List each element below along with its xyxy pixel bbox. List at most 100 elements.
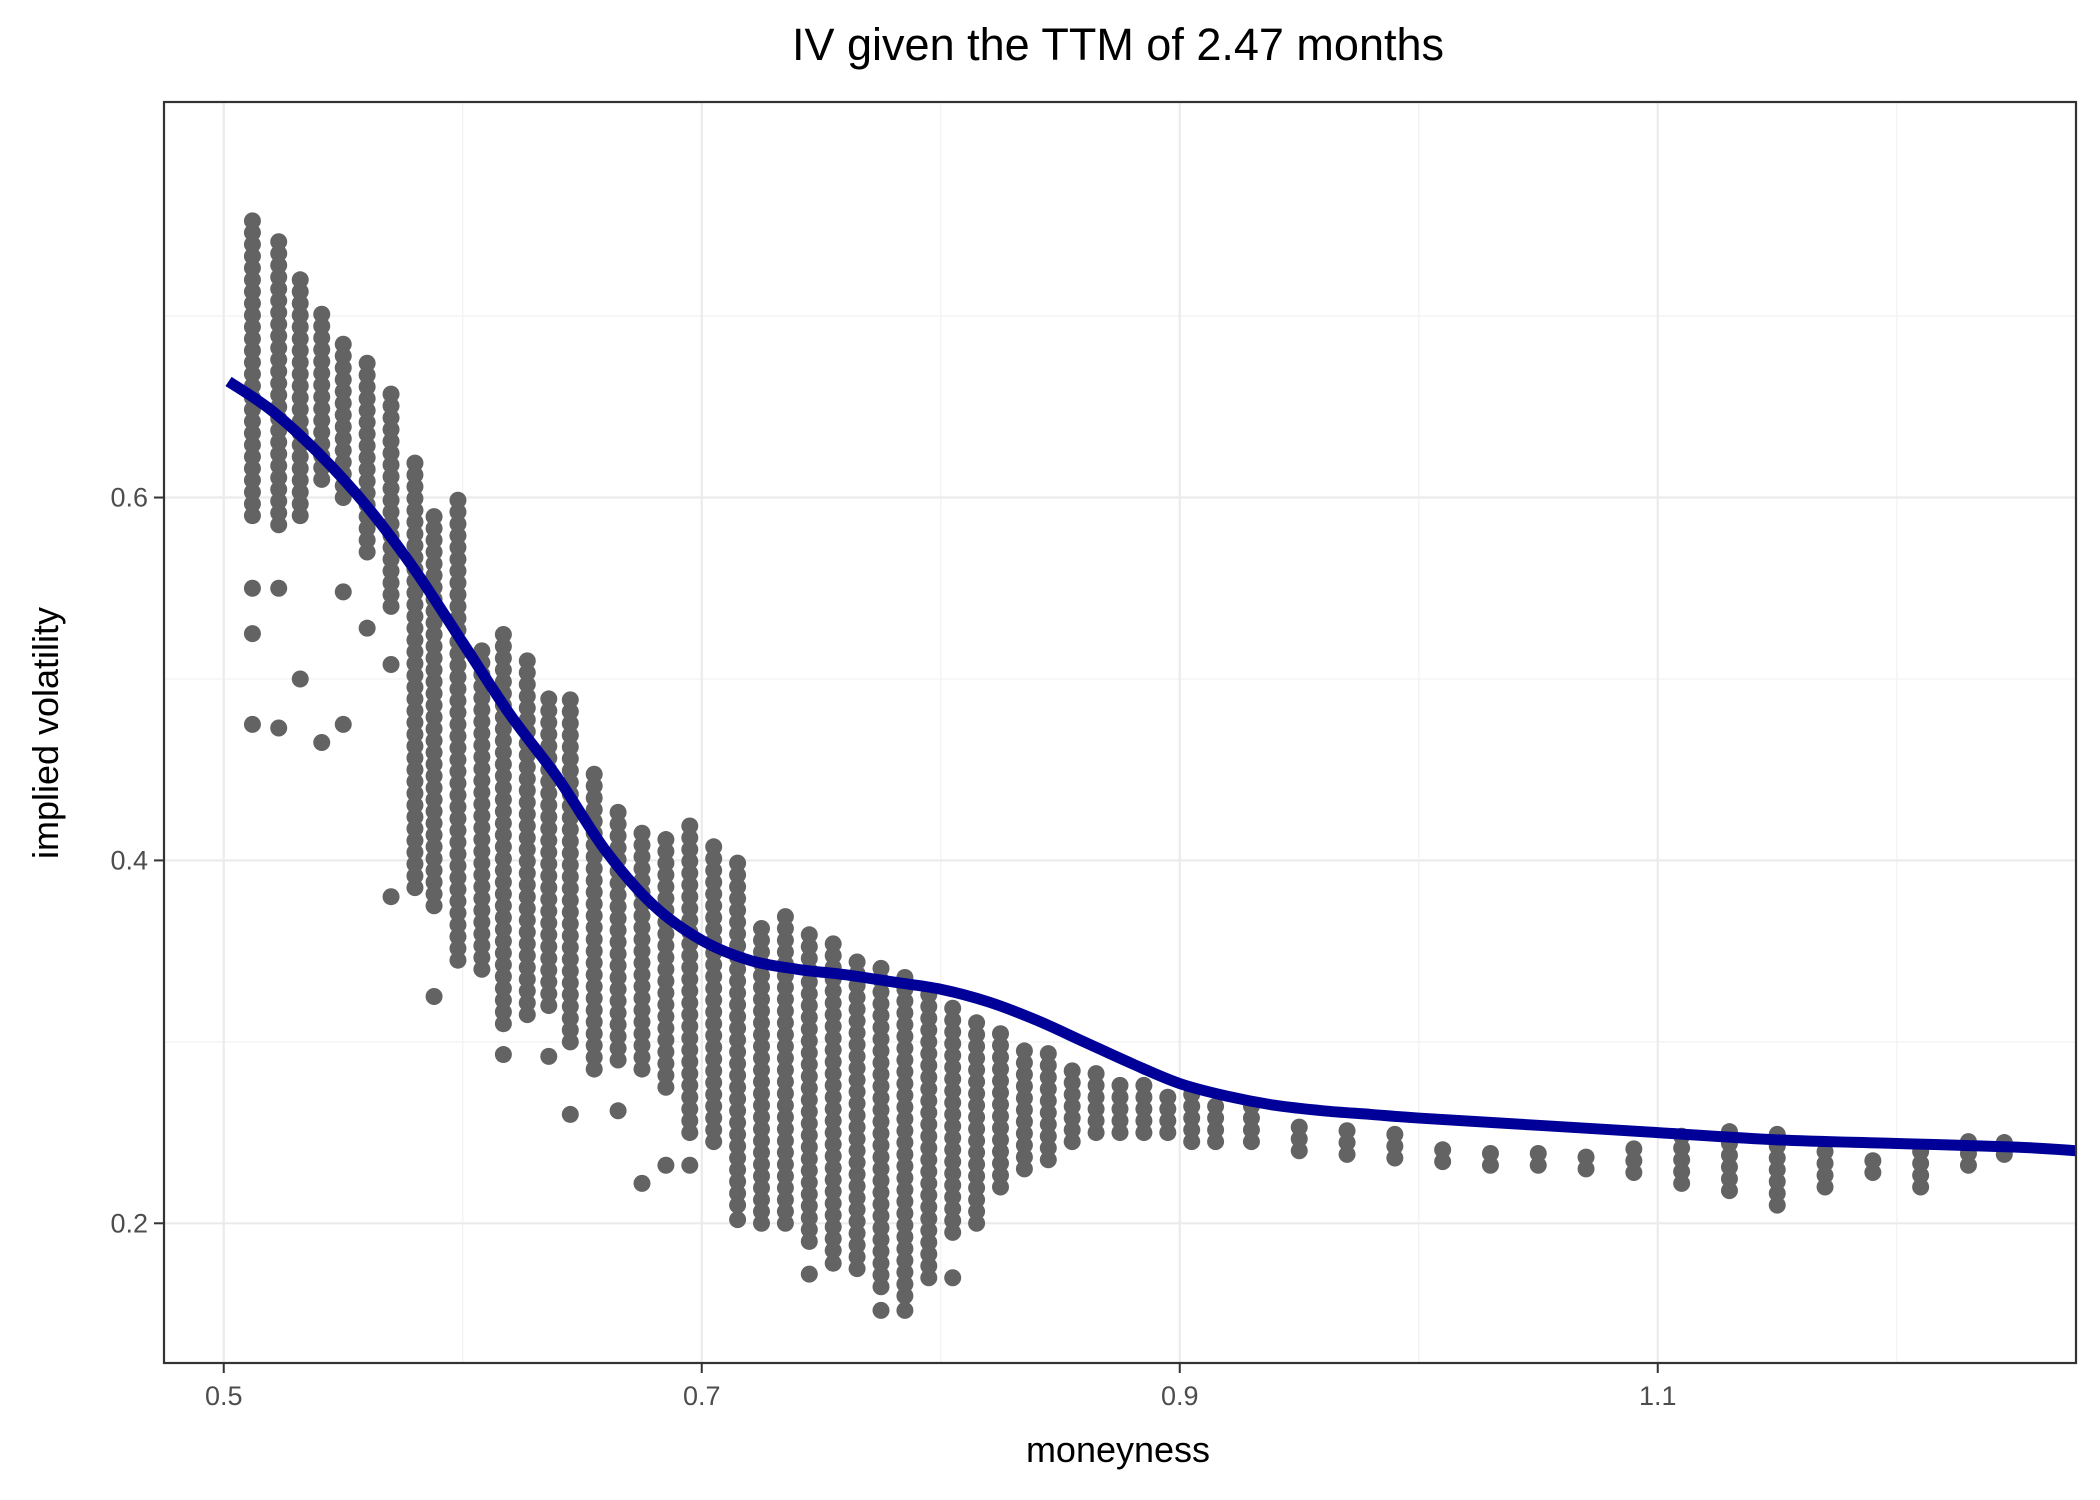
scatter-point: [449, 763, 467, 781]
scatter-point: [406, 466, 424, 484]
scatter-point: [561, 1033, 579, 1051]
scatter-point: [920, 1151, 938, 1169]
scatter-point: [449, 527, 467, 545]
scatter-point: [425, 767, 443, 785]
scatter-point: [406, 784, 424, 802]
scatter-point: [270, 386, 288, 404]
scatter-point: [243, 342, 261, 360]
scatter-point: [633, 989, 651, 1007]
scatter-point: [494, 767, 512, 785]
scatter-point: [449, 951, 467, 969]
scatter-point: [382, 586, 400, 604]
scatter-point: [1720, 1158, 1738, 1176]
scatter-point: [291, 318, 309, 336]
scatter-point: [425, 838, 443, 856]
scatter-point: [1529, 1144, 1547, 1162]
scatter-point: [494, 956, 512, 974]
scatter-point: [243, 247, 261, 265]
scatter-point: [681, 841, 699, 859]
scatter-point: [425, 508, 443, 526]
scatter-point: [494, 897, 512, 915]
scatter-point: [270, 433, 288, 451]
scatter-point: [944, 1035, 962, 1053]
scatter-point: [896, 1051, 914, 1069]
scatter-point: [473, 925, 491, 943]
x-tick-label: 0.9: [1161, 1381, 1199, 1411]
scatter-point: [1159, 1100, 1177, 1118]
scatter-point: [1673, 1174, 1691, 1192]
scatter-point: [449, 715, 467, 733]
scatter-point: [609, 815, 627, 833]
scatter-point: [585, 1036, 603, 1054]
scatter-point: [425, 720, 443, 738]
scatter-point: [896, 1157, 914, 1175]
scatter-point: [800, 926, 818, 944]
scatter-point: [270, 268, 288, 286]
scatter-point: [313, 423, 331, 441]
plot-panel-border: [162, 100, 2078, 1365]
scatter-point: [270, 374, 288, 392]
scatter-point: [776, 1085, 794, 1103]
scatter-point: [473, 783, 491, 801]
scatter-point: [657, 925, 675, 943]
scatter-point: [848, 1036, 866, 1054]
scatter-point: [406, 820, 424, 838]
scatter-point: [473, 772, 491, 790]
scatter-point: [406, 619, 424, 637]
scatter-point: [824, 1029, 842, 1047]
scatter-point: [540, 973, 558, 991]
scatter-point: [705, 909, 723, 927]
scatter-point: [1768, 1161, 1786, 1179]
scatter-point: [243, 471, 261, 489]
scatter-point: [657, 1031, 675, 1049]
scatter-point: [425, 802, 443, 820]
scatter-point: [473, 890, 491, 908]
fit-line-group: [225, 376, 2077, 1157]
scatter-point: [449, 491, 467, 509]
x-axis-ticks: 0.5 0.7 0.9 1.1: [205, 1363, 1677, 1411]
scatter-point: [824, 982, 842, 1000]
scatter-point: [872, 1030, 890, 1048]
scatter-point: [657, 996, 675, 1014]
scatter-point: [449, 810, 467, 828]
scatter-point: [872, 1042, 890, 1060]
scatter-point: [944, 1023, 962, 1041]
scatter-point: [473, 642, 491, 660]
scatter-point: [824, 1112, 842, 1130]
scatter-point: [920, 1021, 938, 1039]
scatter-point: [425, 861, 443, 879]
scatter-point: [449, 751, 467, 769]
scatter-point: [633, 836, 651, 854]
scatter-point: [800, 1126, 818, 1144]
scatter-point: [406, 714, 424, 732]
scatter-point: [1015, 1101, 1033, 1119]
scatter-point: [729, 925, 747, 943]
scatter-point: [291, 507, 309, 525]
scatter-point: [406, 690, 424, 708]
scatter-point: [609, 1102, 627, 1120]
scatter-point: [1386, 1125, 1404, 1143]
scatter-point: [1481, 1144, 1499, 1162]
scatter-point: [425, 814, 443, 832]
x-tick-label: 0.5: [205, 1381, 243, 1411]
y-tick-label: 0.4: [110, 845, 148, 875]
scatter-point: [449, 692, 467, 710]
scatter-point: [729, 854, 747, 872]
scatter-point: [1111, 1088, 1129, 1106]
scatter-point: [896, 1004, 914, 1022]
scatter-point: [1338, 1134, 1356, 1152]
scatter-point: [729, 1173, 747, 1191]
scatter-point: [609, 1027, 627, 1045]
scatter-point: [609, 980, 627, 998]
scatter-point: [944, 1223, 962, 1241]
scatter-point: [334, 418, 352, 436]
scatter-point: [824, 1230, 842, 1248]
scatter-point: [334, 335, 352, 353]
scatter-point: [425, 885, 443, 903]
scatter-point: [800, 1209, 818, 1227]
scatter-point: [243, 271, 261, 289]
scatter-point: [992, 1131, 1009, 1149]
scatter-point: [848, 1165, 866, 1183]
scatter-point: [1242, 1109, 1260, 1127]
